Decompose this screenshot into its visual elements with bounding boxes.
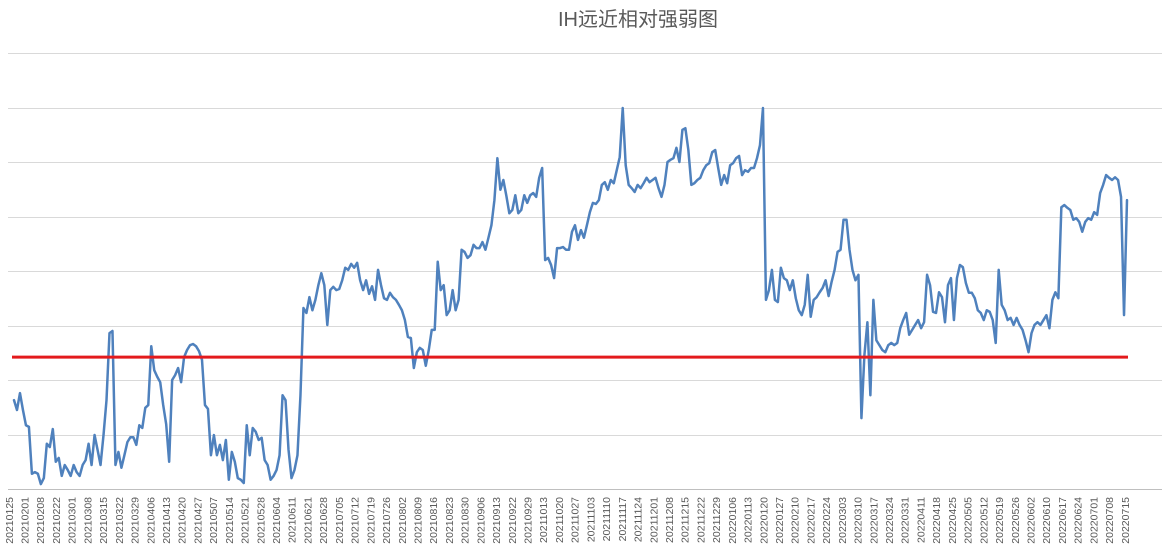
x-tick-label: 20210802 [397, 497, 409, 544]
gridlines [8, 53, 1162, 490]
x-tick-label: 20220331 [900, 497, 912, 544]
x-tick-label: 20220411 [915, 497, 927, 543]
x-tick-label: 20220120 [758, 497, 770, 544]
x-tick-label: 20211027 [570, 497, 582, 543]
x-tick-label: 20210315 [98, 497, 110, 544]
x-tick-label: 20210507 [208, 497, 220, 544]
x-tick-label: 20211124 [633, 497, 645, 542]
x-tick-label: 20220324 [884, 497, 896, 544]
x-tick-label: 20220505 [963, 497, 975, 544]
x-tick-label: 20210413 [161, 497, 173, 544]
x-tick-label: 20210628 [318, 497, 330, 544]
x-tick-label: 20211215 [680, 497, 692, 543]
x-tick-label: 20220217 [805, 497, 817, 544]
x-tick-label: 20210816 [428, 497, 440, 544]
x-tick-label: 20220127 [774, 497, 786, 544]
x-tick-label: 20220602 [1025, 497, 1037, 544]
x-tick-label: 20210528 [255, 497, 267, 544]
series-line [12, 106, 1129, 486]
x-tick-label: 20220701 [1088, 497, 1100, 544]
x-tick-label: 20210809 [412, 497, 424, 544]
x-tick-label: 20210208 [35, 497, 47, 544]
x-tick-label: 20220113 [743, 497, 755, 543]
x-tick-label: 20220610 [1041, 497, 1053, 544]
x-tick-label: 20210427 [192, 497, 204, 544]
x-tick-label: 20210301 [67, 497, 79, 544]
x-tick-label: 20210201 [20, 497, 32, 544]
x-tick-label: 20210913 [491, 497, 503, 544]
x-tick-label: 20210705 [334, 497, 346, 544]
x-tick-label: 20210604 [271, 497, 283, 544]
chart-title: IH远近相对强弱图 [558, 8, 718, 31]
x-tick-label: 20210125 [4, 497, 16, 544]
series-layer [12, 106, 1129, 486]
x-tick-label: 20220418 [931, 497, 943, 544]
x-tick-label: 20210406 [145, 497, 157, 544]
x-tick-label: 20210611 [287, 497, 299, 543]
x-tick-label: 20210823 [444, 497, 456, 544]
x-tick-label: 20210906 [475, 497, 487, 544]
x-tick-label: 20211013 [538, 497, 550, 543]
x-tick-label: 20220624 [1073, 497, 1085, 544]
x-tick-label: 20220303 [837, 497, 849, 544]
x-tick-label: 20210514 [224, 497, 236, 544]
x-axis-tick-labels: 20210125 20210201 20210208 20210222 20210301… [4, 497, 1132, 544]
x-tick-label: 20210329 [130, 497, 142, 544]
x-tick-label: 20220512 [978, 497, 990, 544]
x-tick-label: 20220425 [947, 497, 959, 544]
x-tick-label: 20220317 [868, 497, 880, 544]
x-tick-label: 20210222 [51, 497, 63, 544]
x-tick-label: 20220310 [853, 497, 865, 544]
x-tick-label: 20210726 [381, 497, 393, 544]
x-tick-label: 20211117 [617, 497, 629, 542]
x-tick-label: 20210719 [365, 497, 377, 544]
x-tick-label: 20211208 [664, 497, 676, 543]
x-tick-label: 20211201 [648, 497, 660, 543]
x-tick-label: 20211222 [695, 497, 707, 543]
x-tick-label: 20210712 [350, 497, 362, 544]
x-tick-label: 20220526 [1010, 497, 1022, 544]
x-tick-label: 20210308 [82, 497, 94, 544]
x-tick-label: 20220224 [821, 497, 833, 544]
x-tick-label: 20220617 [1057, 497, 1069, 544]
x-tick-label: 20210830 [460, 497, 472, 544]
x-tick-label: 20210621 [302, 497, 314, 544]
x-tick-label: 20211020 [554, 497, 566, 543]
x-tick-label: 20211229 [711, 497, 723, 543]
x-tick-label: 20210322 [114, 497, 126, 544]
x-tick-label: 20210521 [240, 497, 252, 544]
x-tick-label: 20211110 [601, 497, 613, 542]
x-tick-label: 20220519 [994, 497, 1006, 544]
x-tick-label: 20210420 [177, 497, 189, 544]
x-tick-label: 20210922 [507, 497, 519, 544]
x-tick-label: 20210929 [523, 497, 535, 544]
x-tick-label: 20220210 [790, 497, 802, 544]
x-tick-label: 20220106 [727, 497, 739, 544]
x-tick-label: 20220708 [1104, 497, 1116, 544]
x-tick-label: 20220715 [1120, 497, 1132, 544]
x-tick-label: 20211103 [585, 497, 597, 542]
